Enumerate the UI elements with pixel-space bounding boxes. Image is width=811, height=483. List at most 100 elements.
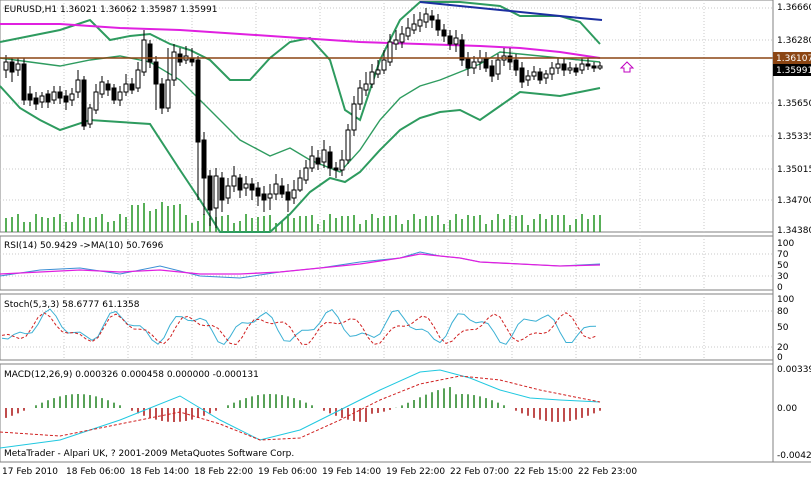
candle-body bbox=[441, 29, 447, 37]
time-axis[interactable]: 17 Feb 2010 18 Feb 06:00 18 Feb 14:00 18… bbox=[0, 461, 811, 477]
copyright-text: MetaTrader - Alpari UK, ? 2001-2009 Meta… bbox=[4, 449, 294, 459]
level-price-tag: 1.36107 bbox=[773, 52, 811, 64]
candle-body bbox=[507, 55, 513, 63]
bollinger-bands bbox=[0, 1, 601, 233]
moving-averages bbox=[0, 1, 603, 59]
candle-body bbox=[9, 61, 15, 73]
price-axis[interactable]: 1.36660 1.36280 1.35650 1.35335 1.35015 … bbox=[772, 0, 811, 462]
candle-body bbox=[195, 59, 201, 143]
candle-body bbox=[351, 103, 357, 131]
candle-body bbox=[597, 65, 603, 69]
candle-body bbox=[345, 129, 351, 161]
candle-body bbox=[561, 63, 567, 71]
candle-body bbox=[159, 83, 165, 109]
candle-body bbox=[261, 193, 267, 201]
rsi-tick-100: 100 bbox=[777, 239, 794, 249]
candle-body bbox=[39, 95, 45, 103]
candle-body bbox=[537, 71, 543, 81]
time-tick-7: 19 Feb 22:00 bbox=[386, 467, 445, 477]
candle-body bbox=[483, 57, 489, 69]
candle-body bbox=[57, 91, 63, 99]
bollinger-middle-line bbox=[0, 51, 601, 173]
time-tick-4: 18 Feb 22:00 bbox=[194, 467, 253, 477]
time-tick-8: 22 Feb 07:00 bbox=[450, 467, 509, 477]
candle-body bbox=[51, 91, 57, 101]
macd-tick-bottom: -0.00424 bbox=[777, 451, 811, 461]
time-tick-2: 18 Feb 06:00 bbox=[66, 467, 125, 477]
candle-body bbox=[237, 177, 243, 191]
candle-body bbox=[303, 167, 309, 181]
candle-body bbox=[87, 107, 93, 125]
candle-body bbox=[33, 97, 39, 105]
candle-body bbox=[231, 175, 237, 187]
candle-body bbox=[309, 155, 315, 169]
candle-body bbox=[63, 95, 69, 103]
candle-body bbox=[453, 37, 459, 45]
price-tick-1: 1.36660 bbox=[777, 3, 811, 13]
price-tick-7: 1.34380 bbox=[777, 226, 811, 236]
stoch-signal-line bbox=[1, 312, 597, 346]
candle-body bbox=[429, 15, 435, 21]
macd-histogram bbox=[5, 387, 601, 422]
candle-body bbox=[207, 175, 213, 211]
time-tick-5: 19 Feb 06:00 bbox=[258, 467, 317, 477]
candle-body bbox=[99, 81, 105, 95]
stochastic-pane[interactable]: Stoch(5,3,3) 58.6777 61.1358 bbox=[0, 293, 774, 361]
candle-body bbox=[363, 83, 369, 91]
candle-body bbox=[585, 63, 591, 67]
candle-body bbox=[243, 183, 249, 189]
macd-tick-top: 0.00339 bbox=[777, 365, 811, 375]
candle-body bbox=[117, 91, 123, 101]
candle-body bbox=[435, 19, 441, 31]
svg-text:1.35991: 1.35991 bbox=[776, 66, 811, 76]
rsi-label: RSI(14) 50.9429 ->MA(10) 50.7696 bbox=[4, 241, 164, 251]
stoch-main-line bbox=[1, 308, 597, 346]
candle-body bbox=[123, 83, 129, 93]
candle-body bbox=[387, 41, 393, 63]
candle-body bbox=[549, 67, 555, 75]
rsi-tick-0: 0 bbox=[777, 283, 783, 293]
time-tick-1: 17 Feb 2010 bbox=[2, 467, 58, 477]
stoch-tick-80: 80 bbox=[777, 307, 789, 317]
candle-body bbox=[399, 33, 405, 43]
candle-body bbox=[489, 65, 495, 77]
main-price-pane[interactable]: EURUSD,H1 1.36021 1.36062 1.35987 1.3599… bbox=[0, 0, 774, 233]
macd-signal-line bbox=[0, 375, 601, 441]
candle-body bbox=[279, 185, 285, 195]
candle-body bbox=[285, 191, 291, 201]
candle-body bbox=[219, 177, 225, 201]
candle-body bbox=[129, 83, 135, 91]
candle-body bbox=[135, 69, 141, 89]
bollinger-upper-line bbox=[0, 1, 601, 122]
candle-body bbox=[381, 59, 387, 71]
candle-body bbox=[213, 175, 219, 209]
candle-body bbox=[171, 51, 177, 81]
ma-magenta-line bbox=[0, 23, 601, 59]
sell-arrow-icon[interactable] bbox=[619, 61, 635, 73]
current-price-tag: 1.35991 bbox=[773, 64, 811, 76]
candle-body bbox=[405, 27, 411, 37]
stoch-tick-100: 100 bbox=[777, 295, 794, 305]
macd-pane[interactable]: MACD(12,26,9) 0.000326 0.000458 0.000000… bbox=[0, 363, 774, 463]
candle-body bbox=[465, 57, 471, 69]
candle-body bbox=[369, 71, 375, 85]
ma-blue-line bbox=[419, 1, 603, 21]
candlesticks bbox=[3, 8, 603, 228]
candle-body bbox=[225, 185, 231, 199]
price-tick-6: 1.34700 bbox=[777, 196, 811, 206]
candle-body bbox=[321, 149, 327, 163]
time-tick-3: 18 Feb 14:00 bbox=[130, 467, 189, 477]
rsi-pane[interactable]: RSI(14) 50.9429 ->MA(10) 50.7696 bbox=[0, 235, 774, 291]
candle-body bbox=[153, 61, 159, 85]
stoch-tick-20: 20 bbox=[777, 343, 789, 353]
candle-body bbox=[21, 63, 27, 101]
candle-body bbox=[393, 39, 399, 45]
candle-body bbox=[3, 61, 9, 71]
candle-body bbox=[267, 193, 273, 199]
time-tick-10: 22 Feb 23:00 bbox=[578, 467, 637, 477]
time-tick-6: 19 Feb 14:00 bbox=[322, 467, 381, 477]
candle-body bbox=[525, 75, 531, 81]
candle-body bbox=[15, 63, 21, 71]
